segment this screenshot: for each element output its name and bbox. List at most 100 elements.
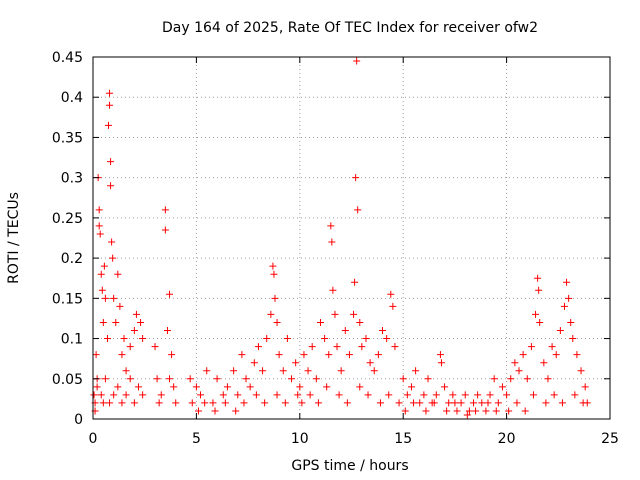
data-point bbox=[95, 222, 103, 230]
data-point bbox=[486, 391, 494, 399]
data-point bbox=[95, 206, 103, 214]
data-point bbox=[374, 351, 382, 359]
y-axis-label: ROTI / TECUs bbox=[6, 192, 22, 284]
data-point bbox=[536, 318, 544, 326]
data-point bbox=[100, 262, 108, 270]
data-point bbox=[312, 375, 320, 383]
data-point bbox=[186, 375, 194, 383]
data-point bbox=[364, 391, 372, 399]
y-tick-label: 0.4 bbox=[61, 90, 83, 106]
data-point bbox=[463, 411, 471, 419]
data-point bbox=[581, 383, 589, 391]
data-point bbox=[106, 399, 114, 407]
data-point bbox=[269, 262, 277, 270]
data-point bbox=[437, 359, 445, 367]
data-point bbox=[270, 270, 278, 278]
data-point bbox=[188, 399, 196, 407]
data-point bbox=[294, 391, 302, 399]
data-point bbox=[281, 399, 289, 407]
data-point bbox=[376, 399, 384, 407]
data-point bbox=[172, 399, 180, 407]
data-point bbox=[110, 391, 118, 399]
data-point bbox=[329, 286, 337, 294]
data-point bbox=[457, 399, 465, 407]
x-tick-labels: 0 5 10 15 20 25 bbox=[89, 431, 619, 447]
data-point bbox=[579, 399, 587, 407]
data-point bbox=[126, 343, 134, 351]
data-point bbox=[567, 318, 575, 326]
data-point bbox=[544, 375, 552, 383]
data-point bbox=[445, 399, 453, 407]
data-point bbox=[283, 335, 291, 343]
data-point bbox=[548, 343, 556, 351]
data-point bbox=[151, 343, 159, 351]
data-point bbox=[552, 351, 560, 359]
data-points bbox=[90, 57, 591, 419]
data-point bbox=[521, 407, 529, 415]
data-point bbox=[341, 327, 349, 335]
data-point bbox=[511, 359, 519, 367]
data-point bbox=[201, 399, 209, 407]
data-point bbox=[370, 367, 378, 375]
y-tick-label: 0.35 bbox=[52, 130, 83, 146]
grid-lines bbox=[93, 57, 610, 419]
data-point bbox=[343, 399, 351, 407]
data-point bbox=[513, 399, 521, 407]
data-point bbox=[219, 391, 227, 399]
x-tick-label: 15 bbox=[394, 431, 412, 447]
data-point bbox=[461, 391, 469, 399]
data-point bbox=[383, 335, 391, 343]
x-tick-label: 5 bbox=[192, 431, 201, 447]
data-point bbox=[132, 310, 140, 318]
y-tick-label: 0.25 bbox=[52, 211, 83, 227]
data-point bbox=[209, 399, 217, 407]
data-point bbox=[366, 359, 374, 367]
y-tick-label: 0.3 bbox=[61, 171, 83, 187]
data-point bbox=[443, 407, 451, 415]
data-point bbox=[577, 367, 585, 375]
y-tick-label: 0 bbox=[74, 412, 83, 428]
data-point bbox=[503, 391, 511, 399]
data-point bbox=[385, 391, 393, 399]
data-point bbox=[542, 399, 550, 407]
data-point bbox=[407, 383, 415, 391]
data-point bbox=[107, 182, 115, 190]
data-point bbox=[492, 407, 500, 415]
data-point bbox=[465, 407, 473, 415]
data-point bbox=[112, 318, 120, 326]
data-point bbox=[106, 101, 114, 109]
data-point bbox=[432, 391, 440, 399]
data-point bbox=[166, 375, 174, 383]
y-tick-label: 0.05 bbox=[52, 372, 83, 388]
data-point bbox=[325, 351, 333, 359]
data-point bbox=[453, 407, 461, 415]
data-point bbox=[279, 367, 287, 375]
data-point bbox=[93, 383, 101, 391]
data-point bbox=[304, 367, 312, 375]
data-point bbox=[122, 391, 130, 399]
data-point bbox=[130, 327, 138, 335]
data-point bbox=[254, 343, 262, 351]
data-point bbox=[106, 89, 114, 97]
data-point bbox=[478, 399, 486, 407]
data-point bbox=[529, 391, 537, 399]
y-tick-label: 0.1 bbox=[61, 332, 83, 348]
data-point bbox=[99, 318, 107, 326]
x-tick-label: 0 bbox=[89, 431, 98, 447]
data-point bbox=[550, 391, 558, 399]
data-point bbox=[535, 286, 543, 294]
data-point bbox=[412, 367, 420, 375]
data-point bbox=[232, 407, 240, 415]
data-point bbox=[153, 375, 161, 383]
data-point bbox=[101, 294, 109, 302]
x-tick-label: 25 bbox=[601, 431, 619, 447]
data-point bbox=[114, 383, 122, 391]
data-point bbox=[352, 174, 360, 182]
data-point bbox=[558, 399, 566, 407]
data-point bbox=[356, 383, 364, 391]
data-point bbox=[234, 391, 242, 399]
data-point bbox=[527, 343, 535, 351]
data-point bbox=[97, 391, 105, 399]
data-point bbox=[157, 391, 165, 399]
